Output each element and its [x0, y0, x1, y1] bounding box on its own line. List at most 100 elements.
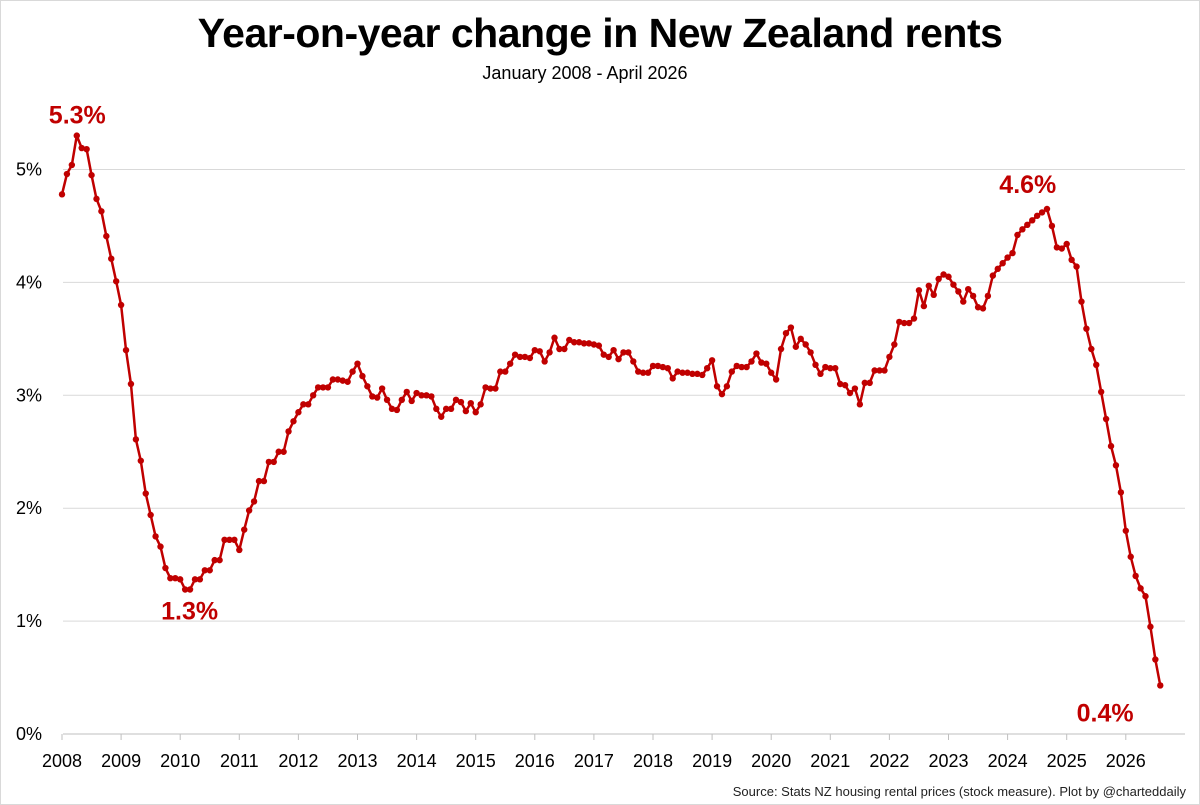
data-point	[211, 556, 218, 564]
data-point	[891, 341, 898, 348]
data-point	[674, 368, 681, 375]
data-point	[334, 376, 341, 383]
data-point	[1009, 249, 1016, 257]
data-point	[221, 536, 228, 544]
data-point	[127, 380, 135, 388]
data-point	[1033, 212, 1041, 219]
x-tick-label: 2024	[988, 751, 1028, 771]
data-point	[1142, 593, 1149, 600]
data-point	[339, 377, 346, 384]
data-point	[236, 546, 243, 554]
data-point	[925, 282, 932, 289]
data-point	[1122, 527, 1130, 534]
data-point	[344, 378, 351, 385]
data-point	[1097, 388, 1105, 396]
data-point	[1019, 226, 1026, 233]
data-point	[374, 394, 381, 401]
data-point	[511, 351, 519, 358]
data-point	[388, 405, 396, 413]
data-point	[679, 369, 686, 376]
data-point	[930, 291, 937, 299]
data-point	[181, 586, 189, 593]
data-point	[1132, 572, 1139, 580]
data-point	[792, 343, 800, 350]
data-point	[482, 384, 489, 391]
data-point	[905, 319, 913, 327]
data-point	[768, 369, 775, 376]
data-point	[654, 362, 662, 370]
y-tick-label: 5%	[16, 160, 42, 180]
data-point	[738, 363, 745, 371]
annotation-label: 5.3%	[49, 102, 106, 130]
data-point	[797, 335, 804, 343]
data-point	[172, 575, 179, 582]
data-point	[122, 346, 130, 354]
data-point	[728, 368, 735, 375]
data-point	[383, 396, 391, 404]
y-axis-ticks: 0% 1% 2% 3% 4% 5%	[16, 160, 42, 745]
chart-subtitle: January 2008 - April 2026	[482, 63, 688, 83]
data-point	[457, 398, 465, 406]
data-point	[275, 448, 282, 455]
data-point	[1152, 656, 1159, 663]
x-tick-label: 2012	[278, 751, 318, 771]
x-tick-label: 2018	[633, 751, 673, 771]
data-point	[241, 526, 248, 533]
data-point	[152, 533, 159, 540]
data-point	[664, 365, 671, 372]
data-point	[694, 370, 701, 378]
x-tick-label: 2026	[1106, 751, 1146, 771]
data-point	[526, 354, 534, 362]
data-point	[167, 575, 174, 582]
data-point	[846, 389, 854, 397]
data-point	[827, 365, 834, 372]
data-point	[851, 385, 859, 392]
chart-title: Year-on-year change in New Zealand rents	[197, 10, 1003, 56]
data-point	[649, 362, 657, 370]
data-point	[994, 265, 1001, 273]
x-tick-label: 2008	[42, 751, 82, 771]
data-point	[600, 351, 607, 358]
data-point	[73, 132, 80, 139]
annotation-label: 0.4%	[1077, 700, 1134, 728]
data-point	[58, 191, 66, 198]
data-point	[743, 363, 750, 371]
data-point	[492, 385, 499, 392]
data-point	[78, 144, 85, 152]
y-tick-label: 0%	[16, 724, 42, 744]
data-point	[245, 507, 253, 514]
data-point	[1038, 209, 1046, 216]
data-point	[965, 285, 972, 293]
data-point	[137, 457, 144, 464]
gridlines	[63, 169, 1185, 622]
data-point	[1073, 263, 1080, 270]
data-point	[521, 353, 529, 361]
data-point	[300, 401, 307, 408]
data-point	[428, 393, 435, 400]
data-point	[1112, 462, 1120, 469]
data-point	[733, 362, 740, 370]
x-tick-label: 2020	[751, 751, 791, 771]
data-point	[433, 405, 440, 413]
data-point	[713, 383, 721, 390]
data-point	[546, 349, 553, 356]
data-point	[620, 349, 627, 356]
data-point	[117, 301, 125, 309]
data-point	[206, 567, 213, 574]
data-point	[1093, 361, 1100, 369]
x-tick-label: 2022	[869, 751, 909, 771]
data-point	[802, 341, 809, 348]
x-tick-label: 2014	[397, 751, 437, 771]
data-point	[265, 458, 273, 466]
data-point	[639, 369, 647, 376]
annotation-label: 1.3%	[161, 598, 218, 626]
data-point	[68, 161, 76, 169]
data-point	[561, 345, 568, 353]
data-point	[915, 287, 923, 294]
data-point	[979, 305, 987, 312]
data-point	[644, 369, 652, 376]
y-tick-label: 2%	[16, 498, 42, 518]
data-point	[108, 255, 115, 262]
data-point	[196, 576, 204, 583]
data-point	[900, 319, 908, 327]
